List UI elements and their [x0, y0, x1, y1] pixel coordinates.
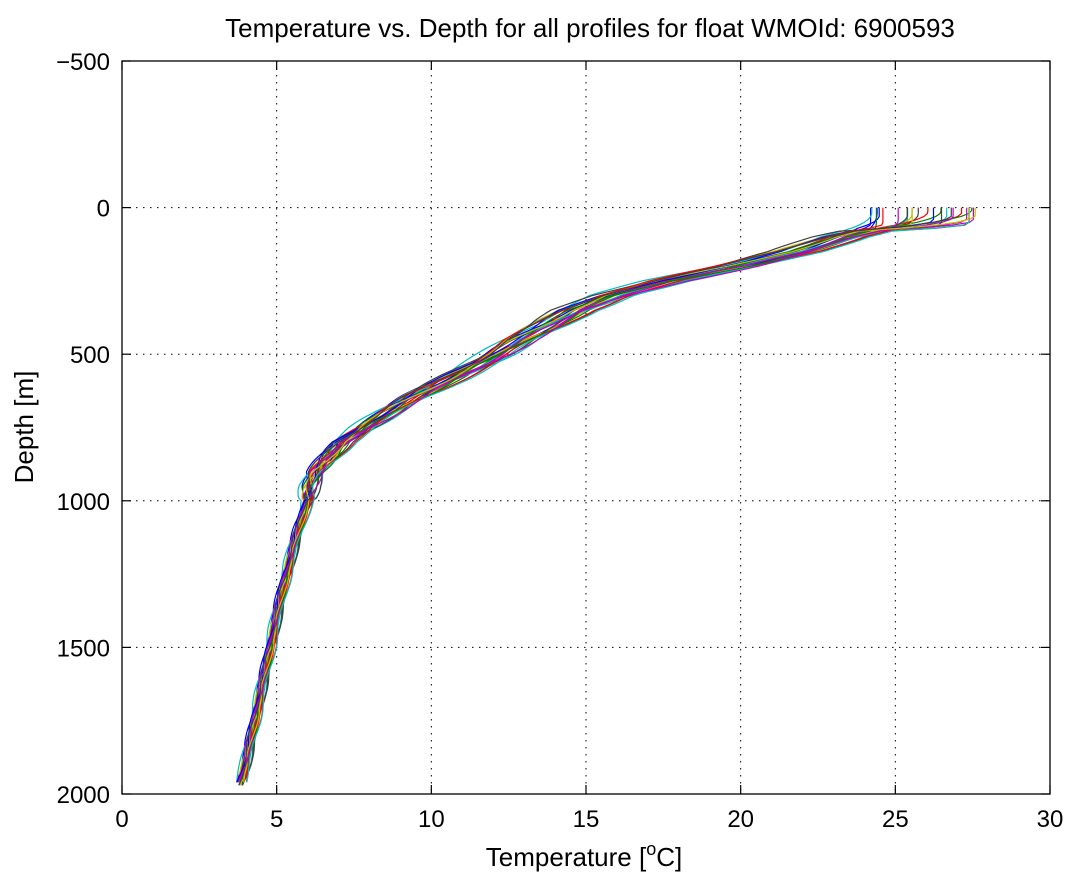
y-tick-label: 1500	[57, 635, 110, 662]
x-tick-label: 15	[573, 806, 600, 833]
x-tick-labels: 0 5 10 15 20 25 30	[115, 806, 1063, 833]
x-tick-label: 0	[115, 806, 128, 833]
profile-line	[238, 207, 952, 786]
y-tick-label: −500	[56, 49, 110, 76]
x-axis-label-main: Temperature [	[486, 842, 647, 872]
profile-lines	[236, 207, 976, 786]
y-tick-label: 500	[70, 342, 110, 369]
chart-title: Temperature vs. Depth for all profiles f…	[225, 13, 955, 43]
x-axis-label-unit: C]	[656, 842, 682, 872]
profile-line	[246, 207, 970, 783]
y-axis-label: Depth [m]	[9, 371, 39, 484]
plot-area	[122, 61, 1050, 794]
x-tick-label: 30	[1037, 806, 1064, 833]
profile-line	[243, 207, 971, 783]
x-tick-label: 10	[418, 806, 445, 833]
y-tick-label: 1000	[57, 489, 110, 516]
x-axis-label-superscript: o	[646, 839, 656, 859]
plot-frame	[121, 60, 1051, 795]
x-tick-label: 25	[882, 806, 909, 833]
y-tick-label: 2000	[57, 782, 110, 809]
x-axis-label: Temperature [oC]	[486, 839, 682, 872]
profile-line	[236, 207, 873, 783]
y-tick-labels: −500 0 500 1000 1500 2000	[56, 49, 110, 809]
x-tick-label: 5	[270, 806, 283, 833]
x-tick-label: 20	[727, 806, 754, 833]
y-tick-label: 0	[97, 196, 110, 223]
